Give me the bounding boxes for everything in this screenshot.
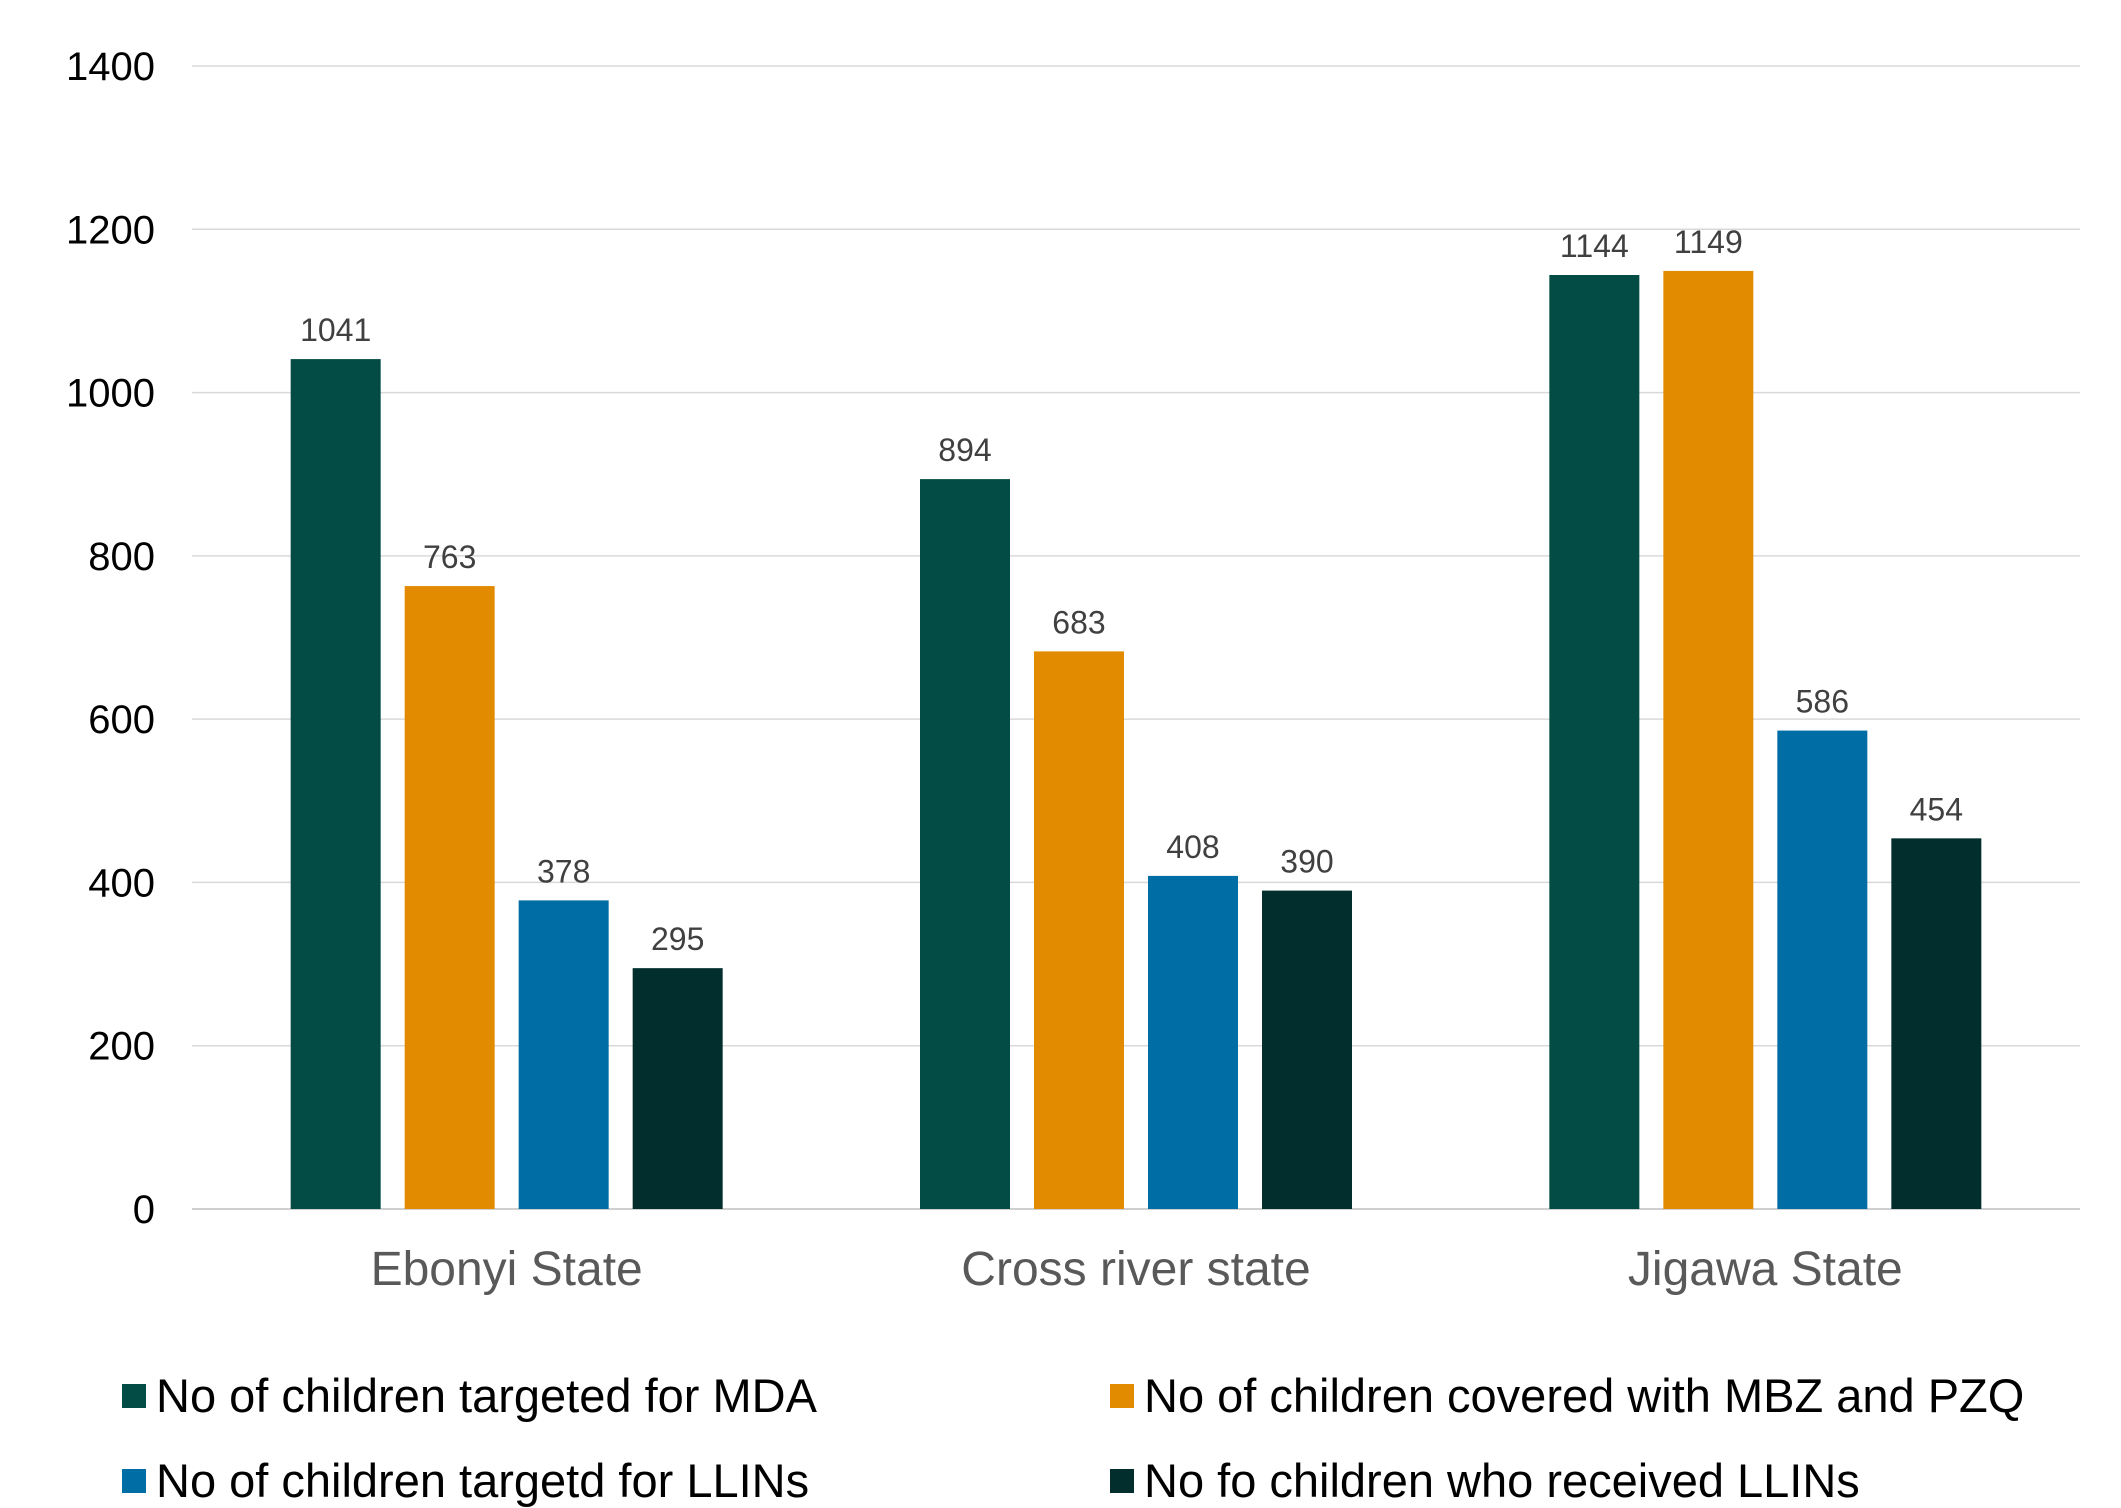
y-tick-label: 0 [133, 1188, 155, 1232]
y-tick-label: 1000 [66, 372, 155, 416]
x-axis-ticks: Ebonyi State Cross river state Jigawa Stat… [371, 1243, 1903, 1296]
bar [1777, 730, 1868, 1209]
x-tick-label: Ebonyi State [371, 1243, 643, 1296]
bar [290, 359, 381, 1209]
y-tick-label: 600 [88, 698, 155, 742]
y-axis-ticks: 0 200 400 600 800 1000 1200 1400 [66, 45, 155, 1232]
y-tick-label: 1200 [66, 208, 155, 252]
bar [1549, 275, 1640, 1209]
bar [1663, 270, 1754, 1209]
bar [1891, 838, 1982, 1209]
bar [1262, 890, 1352, 1209]
y-tick-label: 200 [88, 1025, 155, 1069]
data-label: 894 [938, 432, 991, 468]
data-label: 378 [537, 853, 590, 889]
data-label: 390 [1280, 844, 1333, 880]
bar [920, 479, 1010, 1209]
data-label: 586 [1796, 684, 1849, 720]
data-label: 1149 [1674, 224, 1743, 260]
bar [1148, 875, 1238, 1209]
data-label: 295 [651, 921, 704, 957]
y-tick-label: 800 [88, 535, 155, 579]
bars [290, 270, 1982, 1209]
data-labels: 1041 763 378 295 894 683 408 390 1144 1149 586 454 [300, 224, 1963, 957]
data-label: 454 [1910, 791, 1963, 827]
data-label: 408 [1166, 829, 1219, 865]
y-tick-label: 400 [88, 861, 155, 905]
gridlines [192, 65, 2080, 1210]
x-tick-label: Jigawa State [1628, 1243, 1903, 1296]
bar [1034, 651, 1124, 1209]
data-label: 1144 [1560, 228, 1629, 264]
data-label: 763 [423, 539, 476, 575]
bar [404, 586, 495, 1209]
x-tick-label: Cross river state [961, 1243, 1310, 1296]
bar [632, 968, 723, 1209]
bar [518, 900, 609, 1209]
data-label: 1041 [300, 312, 371, 348]
data-label: 683 [1052, 604, 1105, 640]
y-tick-label: 1400 [66, 45, 155, 89]
